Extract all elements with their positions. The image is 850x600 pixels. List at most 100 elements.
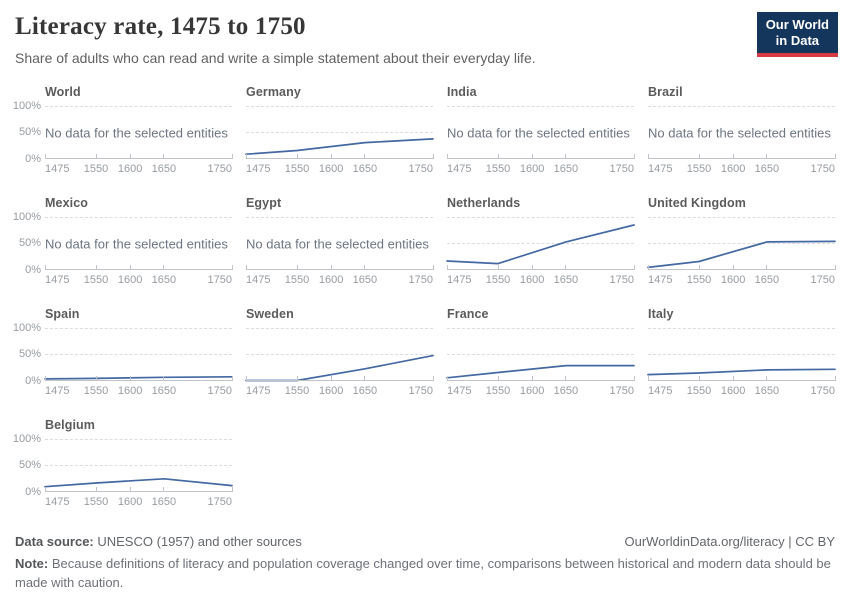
gridline-50pct [45, 354, 232, 355]
x-axis-tick-label: 1650 [151, 274, 177, 286]
x-axis-tick [231, 376, 233, 381]
x-axis-tick-label: 1600 [720, 385, 746, 397]
facet-plot[interactable] [648, 328, 835, 381]
x-axis-labels: 1475 1550 1600 1650 1750 [648, 159, 835, 177]
x-axis-labels: 1475 1550 1600 1650 1750 [447, 270, 634, 288]
x-axis-tick [698, 154, 700, 159]
x-axis-tick [531, 265, 533, 270]
literacy-line-chart [45, 439, 232, 492]
x-axis-tick [565, 154, 567, 159]
facet-plot: No data for the selected entities [44, 106, 233, 159]
facet-title: Germany [246, 85, 301, 99]
x-axis-tick-label: 1475 [447, 274, 472, 286]
gridline-100pct [246, 217, 433, 218]
x-axis-tick-label: 1750 [609, 274, 634, 286]
x-axis-tick [732, 154, 734, 159]
literacy-line-chart [45, 328, 232, 381]
facet-panel-mexico: Mexico No data for the selected entities 1… [44, 192, 233, 288]
x-axis-tick [163, 487, 165, 492]
facet-panel-belgium: Belgium 1475 1550 1600 1650 1750 [45, 414, 232, 510]
x-axis-line [447, 380, 634, 381]
x-axis-tick-label: 1550 [284, 163, 310, 175]
facet-panel-india: India No data for the selected entities 14… [446, 81, 635, 177]
chart-subtitle: Share of adults who can read and write a… [15, 50, 536, 66]
x-axis-tick [296, 265, 298, 270]
x-axis-labels: 1475 1550 1600 1650 1750 [45, 381, 232, 399]
facet-panel-italy: Italy 1475 1550 1600 1650 1750 [648, 303, 835, 399]
literacy-line-chart [648, 217, 835, 270]
empty-cell [246, 414, 433, 510]
x-axis-line [45, 380, 232, 381]
x-axis-tick-label: 1600 [117, 163, 143, 175]
data-source-label: Data source: [15, 534, 94, 549]
facet-plot[interactable] [447, 217, 634, 270]
x-axis-labels: 1475 1550 1600 1650 1750 [648, 270, 835, 288]
facet-title: Brazil [648, 85, 683, 99]
x-axis-tick-label: 1475 [246, 274, 271, 286]
facet-title: World [45, 85, 81, 99]
facet-title: Sweden [246, 307, 294, 321]
x-axis-tick-label: 1750 [408, 274, 433, 286]
facet-plot[interactable] [246, 106, 433, 159]
y-axis-tick-label: 50% [18, 126, 41, 138]
x-axis-tick-label: 1475 [45, 163, 70, 175]
x-axis-tick [231, 487, 233, 492]
x-axis-tick-label: 1750 [810, 163, 835, 175]
x-axis-tick-label: 1750 [207, 163, 232, 175]
x-axis-line [648, 269, 835, 270]
facet-plot: No data for the selected entities [647, 106, 836, 159]
empty-cell [447, 414, 634, 510]
facet-plot: No data for the selected entities [44, 217, 233, 270]
no-data-message: No data for the selected entities [246, 236, 429, 251]
x-axis-tick [633, 265, 635, 270]
x-axis-tick [44, 376, 46, 381]
x-axis-tick-label: 1650 [352, 274, 378, 286]
x-axis-tick [44, 487, 46, 492]
x-axis-tick [245, 265, 247, 270]
x-axis-tick [95, 376, 97, 381]
x-axis-tick [446, 265, 448, 270]
facet-plot[interactable] [45, 439, 232, 492]
literacy-line-chart [246, 106, 433, 159]
literacy-line [246, 139, 433, 154]
x-axis-tick [245, 154, 247, 159]
owid-logo[interactable]: Our World in Data [756, 12, 838, 57]
x-axis-tick [698, 376, 700, 381]
x-axis-line [648, 158, 835, 159]
facet-plot[interactable] [447, 328, 634, 381]
x-axis-tick-label: 1650 [151, 163, 177, 175]
x-axis-tick-label: 1475 [45, 274, 70, 286]
x-axis-tick [95, 265, 97, 270]
facet-title: Italy [648, 307, 674, 321]
owid-logo-line2: in Data [775, 33, 820, 48]
facet-title: Belgium [45, 418, 96, 432]
y-axis-tick-label: 0% [25, 375, 41, 387]
facet-title: France [447, 307, 489, 321]
x-axis-tick-label: 1750 [609, 163, 634, 175]
facet-plot[interactable] [246, 328, 433, 381]
x-axis-tick-label: 1600 [519, 385, 545, 397]
x-axis-tick-label: 1475 [45, 385, 70, 397]
y-axis-tick-label: 100% [12, 322, 41, 334]
literacy-line-chart [447, 328, 634, 381]
x-axis-tick-label: 1750 [408, 163, 433, 175]
no-data-message: No data for the selected entities [45, 125, 228, 140]
x-axis-tick [497, 376, 499, 381]
gridline-50pct [447, 354, 634, 355]
x-axis-labels: 1475 1550 1600 1650 1750 [45, 492, 232, 510]
x-axis-tick-label: 1475 [45, 496, 70, 508]
gridline-50pct [246, 354, 433, 355]
x-axis-labels: 1475 1550 1600 1650 1750 [447, 381, 634, 399]
x-axis-tick [231, 265, 233, 270]
gridline-100pct [45, 439, 232, 440]
x-axis-tick-label: 1475 [246, 385, 271, 397]
x-axis-tick-label: 1750 [609, 385, 634, 397]
gridline-100pct [447, 106, 634, 107]
facet-plot[interactable] [648, 217, 835, 270]
credit-link[interactable]: OurWorldinData.org/literacy | CC BY [624, 534, 835, 549]
facet-plot[interactable] [45, 328, 232, 381]
x-axis-tick-label: 1550 [284, 274, 310, 286]
x-axis-tick [432, 265, 434, 270]
no-data-message: No data for the selected entities [45, 236, 228, 251]
x-axis-tick-label: 1650 [754, 274, 780, 286]
